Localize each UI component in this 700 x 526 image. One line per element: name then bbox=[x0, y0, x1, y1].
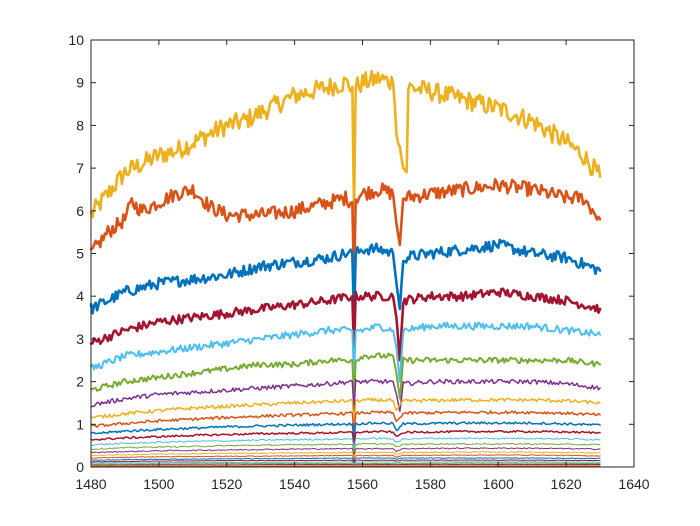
series-line-3 bbox=[89, 238, 602, 324]
series-line-7 bbox=[90, 378, 601, 413]
series-line-20 bbox=[90, 462, 601, 466]
series-line-4 bbox=[89, 287, 602, 362]
y-tick-label: 7 bbox=[76, 160, 84, 176]
series-line-21 bbox=[90, 463, 601, 467]
series-line-13 bbox=[90, 442, 601, 453]
x-tick-label: 1580 bbox=[415, 476, 446, 492]
y-tick-label: 3 bbox=[76, 331, 84, 347]
series-line-5 bbox=[90, 321, 602, 383]
series-line-1 bbox=[89, 69, 602, 219]
x-tick-label: 1540 bbox=[279, 476, 310, 492]
x-tick-label: 1560 bbox=[347, 476, 378, 492]
series-line-6 bbox=[90, 352, 602, 400]
series-line-14 bbox=[90, 447, 601, 456]
y-tick-label: 6 bbox=[76, 203, 84, 219]
y-tick-label: 4 bbox=[76, 288, 84, 304]
x-tick-label: 1640 bbox=[618, 476, 649, 492]
x-tick-label: 1500 bbox=[143, 476, 174, 492]
y-tick-label: 10 bbox=[68, 32, 84, 48]
y-tick-label: 5 bbox=[76, 246, 84, 262]
series-line-11 bbox=[90, 429, 601, 446]
x-tick-label: 1520 bbox=[211, 476, 242, 492]
y-tick-label: 0 bbox=[76, 459, 84, 475]
y-tick-label: 9 bbox=[76, 75, 84, 91]
x-tick-label: 1600 bbox=[483, 476, 514, 492]
series-line-8 bbox=[90, 397, 601, 426]
series-line-12 bbox=[90, 437, 601, 450]
x-axis-ticks: 1480 1500 1520 1540 1560 1580 1600 1620 1640 bbox=[75, 40, 650, 492]
series-layer bbox=[89, 69, 602, 468]
series-line-18 bbox=[90, 459, 601, 464]
x-tick-label: 1480 bbox=[75, 476, 106, 492]
series-line-9 bbox=[90, 410, 601, 434]
y-axis-ticks: 0 1 2 3 4 5 6 7 8 9 10 bbox=[68, 32, 634, 475]
series-line-15 bbox=[90, 451, 601, 459]
series-line-2 bbox=[89, 178, 602, 285]
series-line-16 bbox=[90, 454, 601, 461]
y-tick-label: 8 bbox=[76, 117, 84, 133]
series-line-22 bbox=[90, 464, 601, 467]
x-tick-label: 1620 bbox=[551, 476, 582, 492]
y-tick-label: 2 bbox=[76, 374, 84, 390]
series-line-10 bbox=[90, 421, 601, 440]
series-line-19 bbox=[90, 461, 601, 465]
series-line-17 bbox=[90, 457, 601, 462]
y-tick-label: 1 bbox=[76, 416, 84, 432]
